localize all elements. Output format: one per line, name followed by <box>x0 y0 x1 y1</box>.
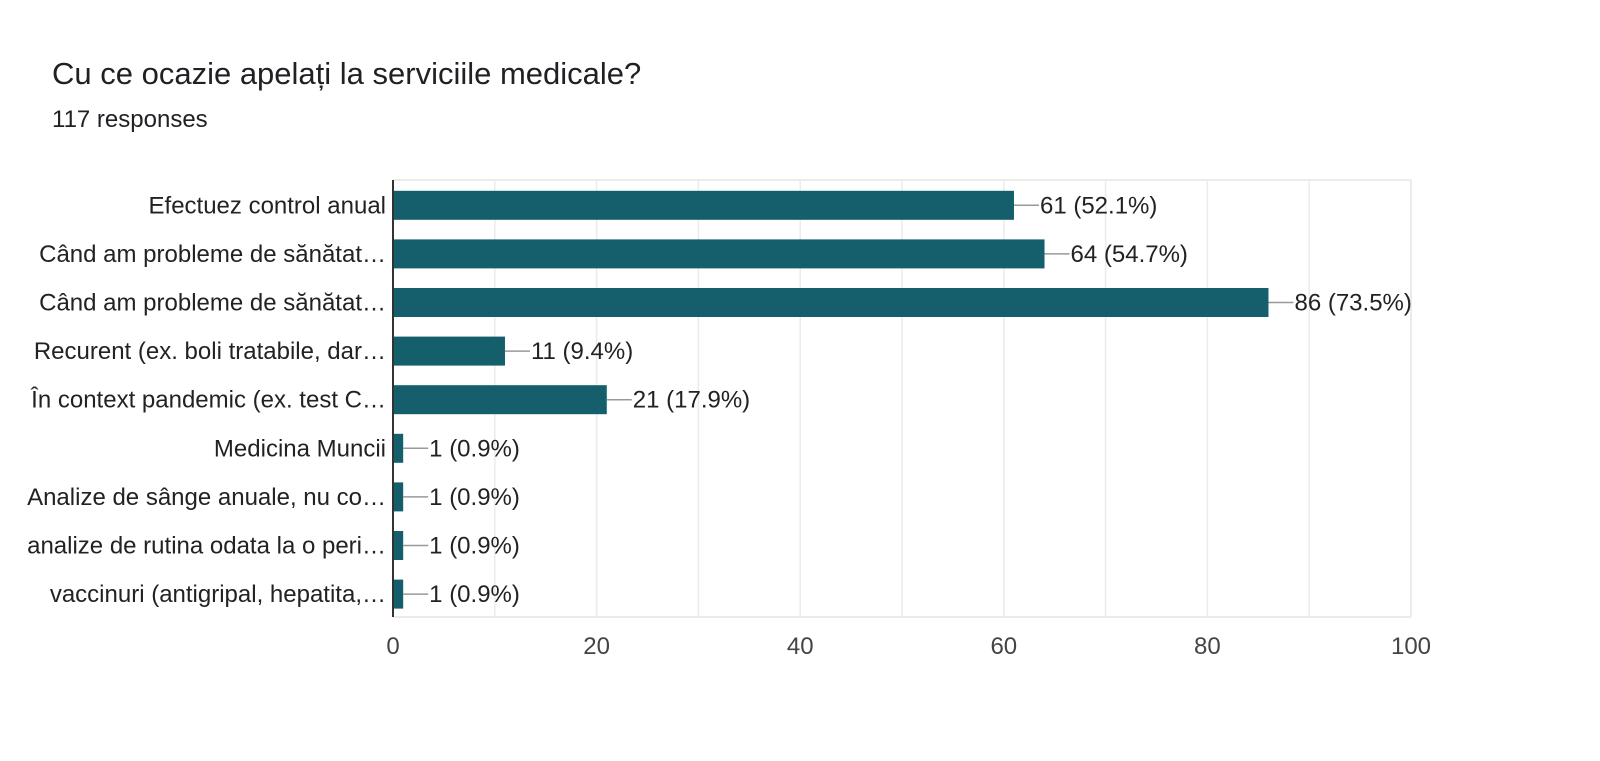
bar[interactable] <box>393 482 404 512</box>
data-label: 61 (52.1%) <box>1040 192 1157 219</box>
data-label: 1 (0.9%) <box>429 581 520 608</box>
category-label: Când am probleme de sănătat… <box>39 241 386 268</box>
category-label: Când am probleme de sănătat… <box>39 290 386 317</box>
bar[interactable] <box>393 239 1045 269</box>
x-tick-label: 100 <box>1391 633 1431 660</box>
category-label: analize de rutina odata la o peri… <box>27 533 386 560</box>
bar[interactable] <box>393 336 505 366</box>
category-label: Recurent (ex. boli tratabile, dar… <box>34 338 386 365</box>
data-label: 1 (0.9%) <box>429 435 520 462</box>
bar[interactable] <box>393 190 1014 220</box>
data-label: 1 (0.9%) <box>429 533 520 560</box>
category-label: vaccinuri (antigripal, hepatita,… <box>50 581 386 608</box>
response-count: 117 responses <box>52 106 208 133</box>
bar[interactable] <box>393 433 404 463</box>
data-label: 64 (54.7%) <box>1071 241 1188 268</box>
category-label: Analize de sânge anuale, nu co… <box>27 484 386 511</box>
x-tick-label: 60 <box>990 633 1017 660</box>
category-label: Efectuez control anual <box>149 192 386 219</box>
x-tick-label: 80 <box>1194 633 1221 660</box>
x-tick-label: 20 <box>583 633 610 660</box>
bar[interactable] <box>393 579 404 609</box>
x-tick-label: 0 <box>386 633 399 660</box>
data-label: 86 (73.5%) <box>1294 290 1411 317</box>
chart-title: Cu ce ocazie apelați la serviciile medic… <box>52 56 642 91</box>
data-label: 11 (9.4%) <box>531 338 633 365</box>
x-tick-label: 40 <box>787 633 814 660</box>
data-label: 21 (17.9%) <box>633 387 750 414</box>
bar[interactable] <box>393 531 404 560</box>
bar[interactable] <box>393 385 607 415</box>
category-label: Medicina Muncii <box>214 435 386 462</box>
data-label: 1 (0.9%) <box>429 484 520 511</box>
category-label: În context pandemic (ex. test C… <box>30 387 386 414</box>
bar[interactable] <box>393 288 1269 317</box>
